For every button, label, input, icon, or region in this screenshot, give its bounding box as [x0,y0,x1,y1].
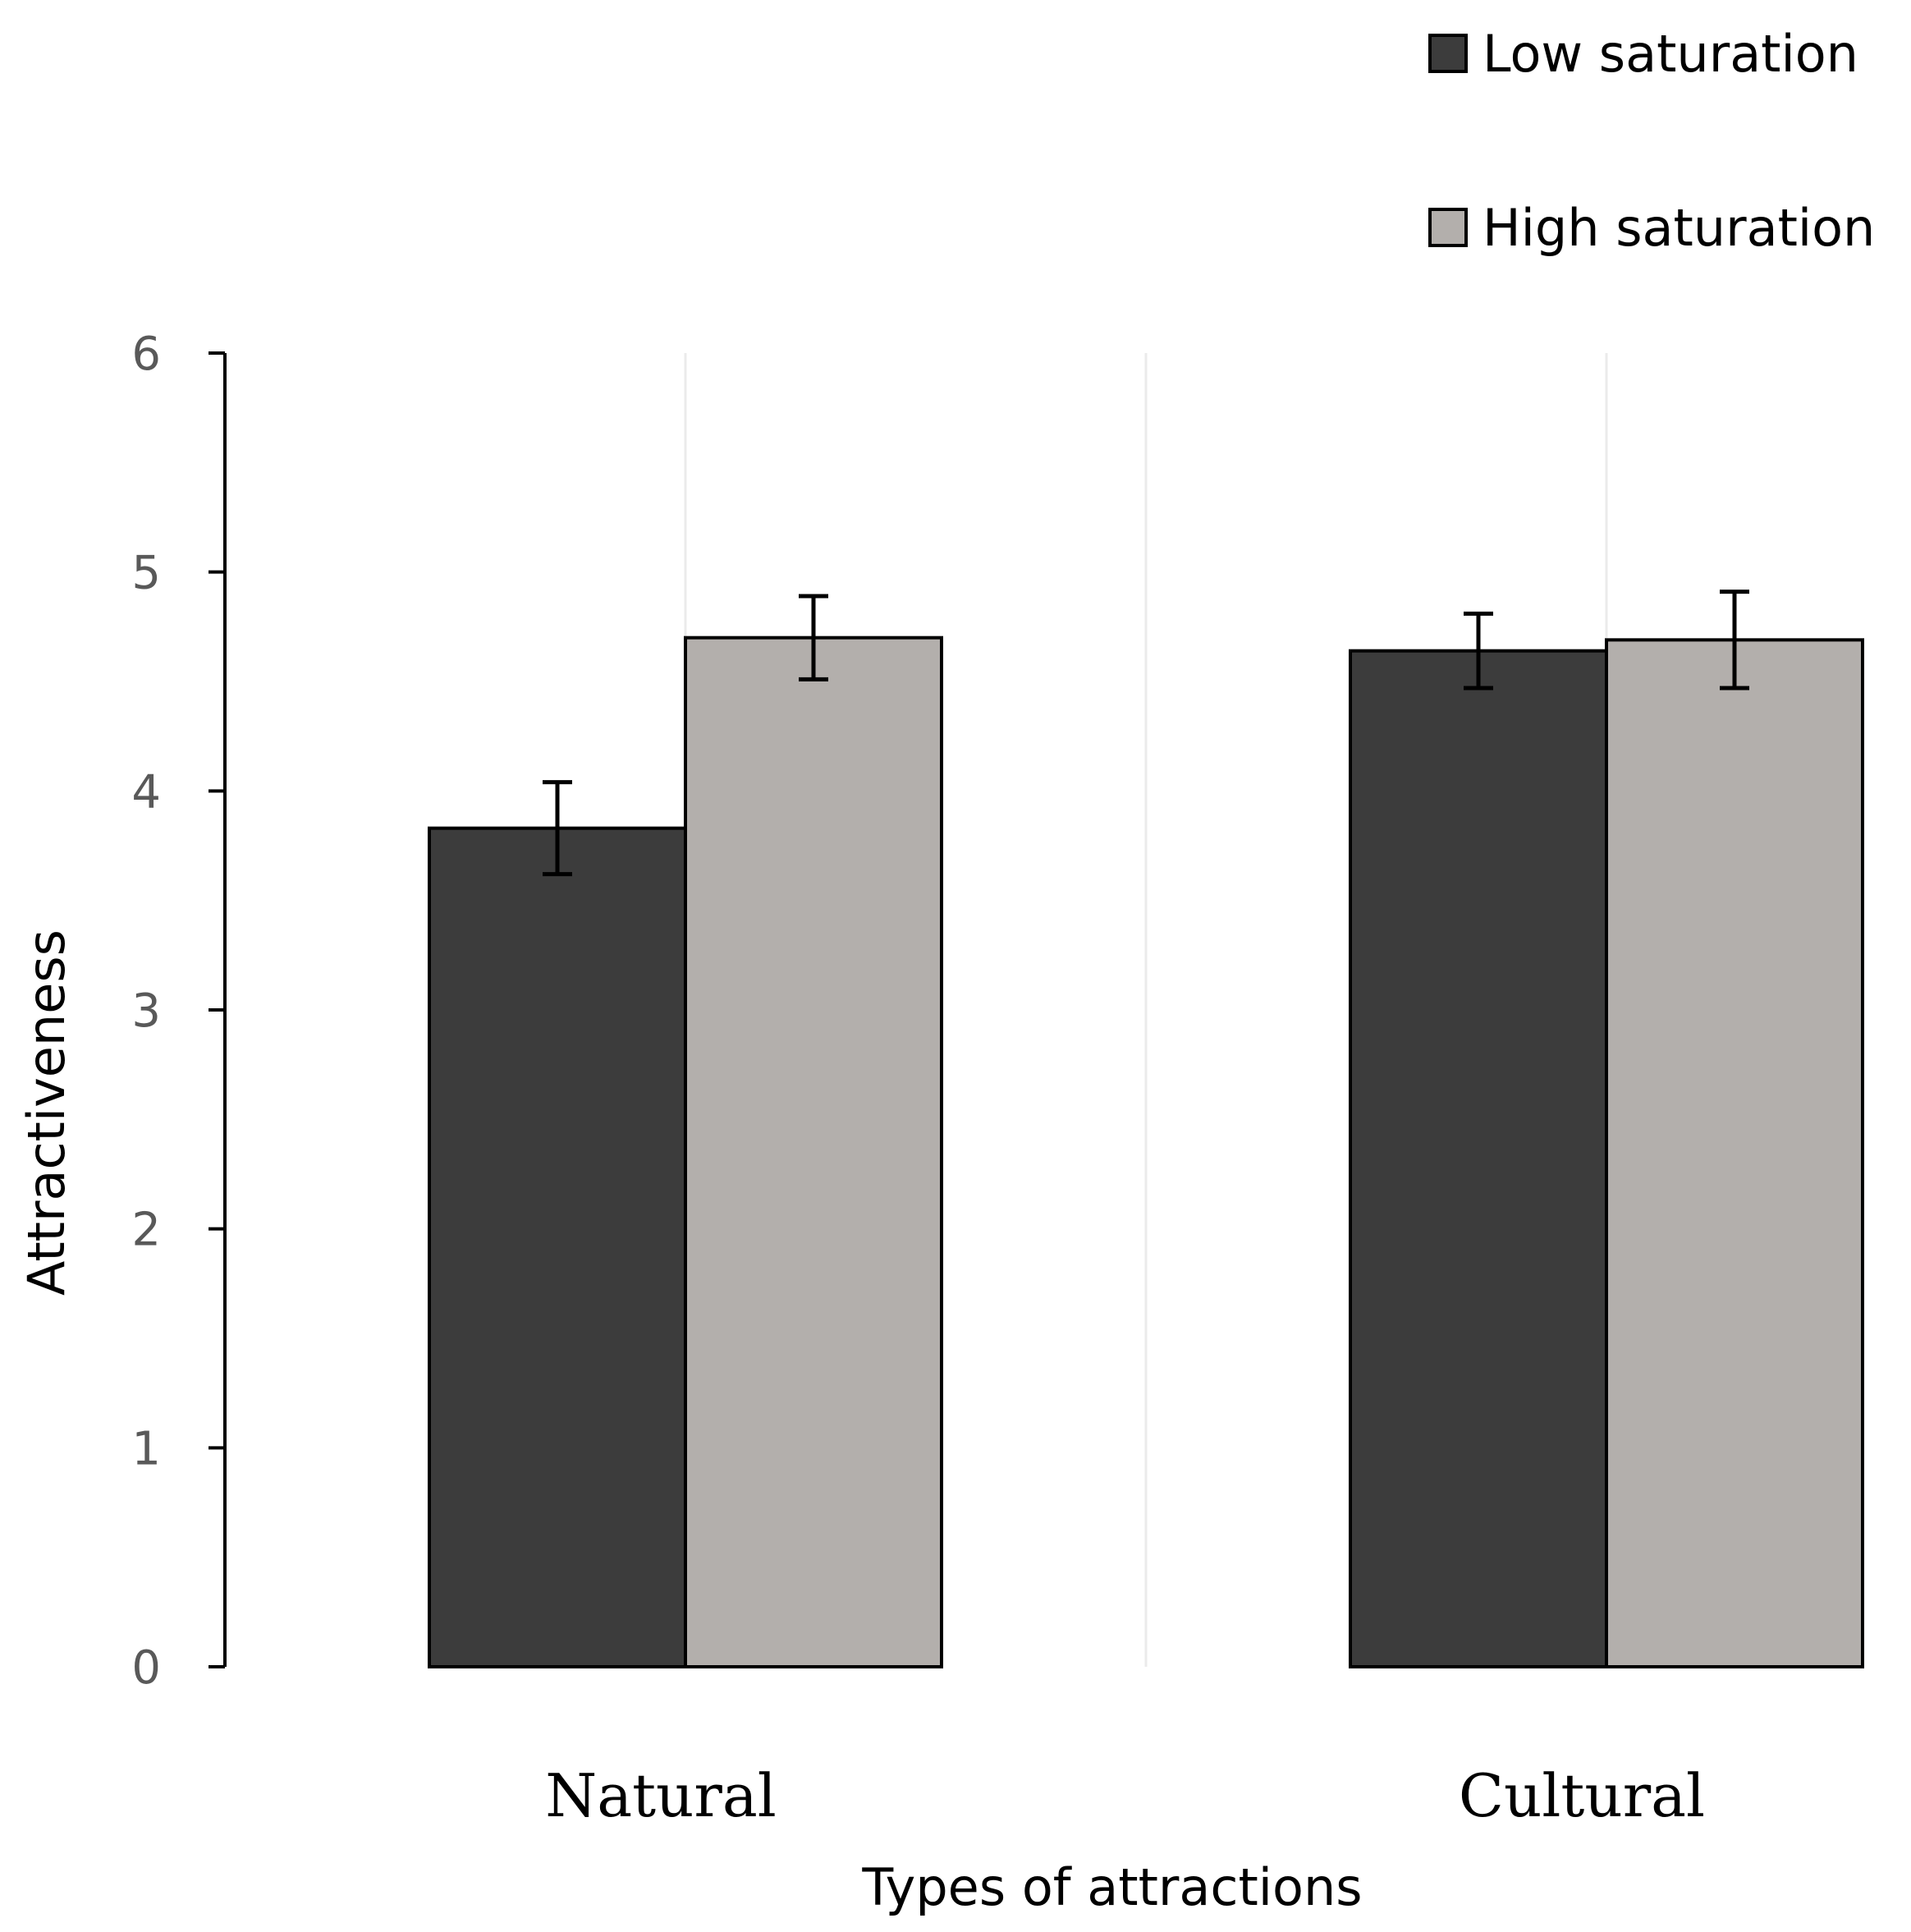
x-axis-labels: Natural Cultural [545,1761,1705,1830]
legend-label: High saturation [1483,198,1875,258]
legend-swatch [1428,208,1468,247]
x-axis-title: Types of attractions [861,1857,1362,1917]
y-tick-label: 3 [131,984,161,1038]
bar-natural-high-saturation [684,636,943,1669]
y-tick-label: 4 [131,765,161,819]
error-bar [1720,590,1749,691]
bar-natural-low-saturation [428,826,687,1668]
y-axis: 0 1 2 3 4 5 6 [131,328,227,1695]
bar-cultural-high-saturation [1605,638,1864,1668]
y-tick-label: 2 [131,1204,161,1257]
bars [428,636,1864,1669]
y-tick-label: 1 [131,1422,161,1475]
error-bar [1464,611,1493,691]
y-tick-label: 6 [131,328,161,381]
y-axis-title: Attractiveness [16,929,76,1296]
y-tick-label: 0 [131,1641,161,1695]
legend-item: Low saturation [1428,24,1858,84]
error-bar [799,594,828,681]
legend: Low saturation High saturation [1428,24,1875,258]
x-tick-label: Cultural [1459,1761,1705,1830]
legend-label: Low saturation [1483,24,1858,84]
legend-item: High saturation [1428,198,1875,258]
legend-swatch [1428,34,1468,73]
error-bars [543,590,1749,877]
x-tick-label: Natural [545,1761,777,1830]
bar-cultural-low-saturation [1349,649,1608,1669]
error-bar [543,780,572,877]
y-tick-label: 5 [131,547,161,600]
